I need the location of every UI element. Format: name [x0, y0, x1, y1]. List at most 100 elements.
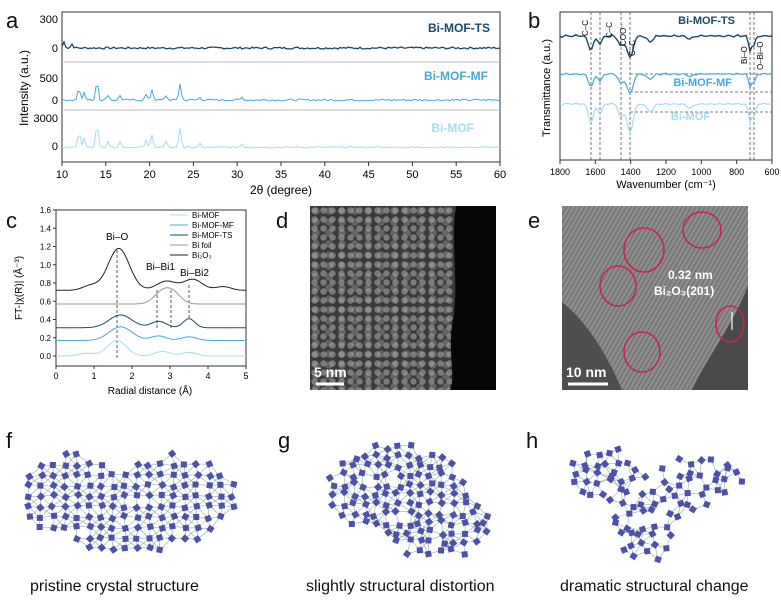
- stem-scale-label: 5 nm: [314, 364, 347, 380]
- ftir-legend-mf: Bi-MOF-MF: [673, 77, 732, 89]
- hrtem-image: 0.32 nm Bi₂O₃(201) 10 nm: [562, 206, 748, 390]
- xrd-ytick: 500: [40, 73, 58, 85]
- exafs-ytick-label: 0.6: [40, 297, 52, 306]
- exafs-xtick-label: 2: [129, 371, 134, 381]
- stem-image: 5 nm: [310, 206, 496, 390]
- xrd-legend-mof: Bi-MOF: [431, 121, 474, 135]
- exafs-xtick-group: 0 1 2 3 4 5: [53, 366, 249, 381]
- xrd-xtick-label: 20: [143, 169, 155, 181]
- ftir-annotation: O–Bi–O: [756, 42, 765, 70]
- exafs-ytick-label: 1.4: [40, 224, 52, 233]
- panel-label-a: a: [6, 8, 19, 33]
- ftir-xtick-group: 1800 1600 1400 1200 1000 800 600: [550, 160, 780, 177]
- exafs-ytick-label: 0.8: [40, 279, 52, 288]
- exafs-xtick-label: 0: [53, 371, 58, 381]
- ftir-series-mf: [559, 72, 773, 95]
- exafs-ytick-label: 0.4: [40, 316, 52, 325]
- exafs-series-mof: [56, 339, 246, 357]
- xrd-ytick: 3000: [34, 113, 58, 125]
- xrd-xtick-label: 60: [494, 169, 506, 181]
- panel-label-g: g: [278, 428, 291, 453]
- exafs-legend-item: Bi foil: [192, 241, 212, 250]
- structure-pristine: [24, 449, 238, 554]
- xrd-xtick-group: 10 15 20 25 30 35 40 45 50 55 60: [56, 162, 506, 181]
- xrd-ytick: 300: [40, 14, 58, 26]
- exafs-frame: [55, 209, 247, 367]
- exafs-xtick-label: 1: [91, 371, 96, 381]
- exafs-ytick-label: 0.2: [40, 334, 52, 343]
- caption-h: dramatic structural change: [560, 578, 749, 595]
- exafs-chart: FT-|χ(R)| (Å⁻³) Radial distance (Å) 0 1 2 3…: [12, 206, 249, 397]
- xrd-xtick-label: 40: [319, 169, 331, 181]
- panel-label-e: e: [528, 208, 541, 233]
- xrd-ytick: 0: [52, 141, 58, 153]
- structure-clusters: [569, 445, 746, 564]
- xrd-ylabel: Intensity (a.u.): [17, 50, 31, 126]
- exafs-xtick-label: 3: [167, 371, 172, 381]
- structure-distorted: [325, 441, 492, 559]
- exafs-annotation: Bi–O: [106, 232, 128, 243]
- ftir-legend-ts: Bi-MOF-TS: [678, 15, 735, 27]
- ftir-xtick-label: 1800: [550, 167, 570, 177]
- ftir-annotation: Bi–O: [740, 46, 749, 64]
- xrd-chart: 300 0 500 0 3000 0 Intensity (a.u.) 2θ (…: [17, 11, 506, 197]
- xrd-xlabel: 2θ (degree): [250, 183, 312, 197]
- structure-bonds: [27, 453, 235, 551]
- ftir-xtick-label: 1000: [691, 167, 711, 177]
- exafs-legend-item: Bi-MOF-MF: [192, 221, 234, 230]
- exafs-xlabel: Radial distance (Å): [108, 384, 192, 397]
- exafs-legend-item: Bi-MOF: [192, 211, 220, 220]
- panel-label-c: c: [6, 208, 17, 233]
- xrd-xtick-label: 30: [231, 169, 243, 181]
- xrd-xtick-label: 35: [275, 169, 287, 181]
- ftir-xtick-label: 1400: [621, 167, 641, 177]
- ftir-xtick-label: 1200: [656, 167, 676, 177]
- ftir-xtick-label: 600: [764, 167, 779, 177]
- panel-label-h: h: [526, 428, 539, 453]
- caption-g: slightly structural distortion: [306, 578, 495, 595]
- hrtem-highlight-circles: [599, 211, 745, 373]
- exafs-xtick-label: 5: [243, 371, 248, 381]
- structure-clusters: [24, 449, 238, 554]
- exafs-xtick-label: 4: [205, 371, 210, 381]
- ftir-xtick-label: 800: [729, 167, 744, 177]
- ftir-series-ts: [559, 33, 773, 59]
- stem-texture: [310, 206, 456, 390]
- xrd-series-ts: [61, 40, 501, 50]
- exafs-legend: Bi-MOF Bi-MOF-MF Bi-MOF-TS Bi foil Bi₂O₃: [170, 211, 234, 260]
- hrtem-scale-label: 10 nm: [566, 364, 607, 380]
- exafs-ylabel: FT-|χ(R)| (Å⁻³): [12, 256, 25, 320]
- xrd-xtick-label: 45: [362, 169, 374, 181]
- caption-f: pristine crystal structure: [30, 578, 199, 595]
- ftir-ylabel: Transmittance (a.u.): [541, 39, 553, 137]
- structure-collapsed: [569, 445, 746, 564]
- hrtem-texture: [562, 206, 748, 390]
- structure-clusters: [325, 441, 492, 559]
- ftir-annotation: C–C: [628, 40, 637, 56]
- xrd-xtick-label: 50: [406, 169, 418, 181]
- xrd-ytick: 0: [52, 43, 58, 55]
- exafs-ytick-group: 0.0 0.2 0.4 0.6 0.8 1.0 1.2 1.4 1.6: [40, 206, 56, 361]
- exafs-ytick-label: 1.2: [40, 243, 52, 252]
- ftir-annotation: C–C: [605, 22, 614, 38]
- exafs-series-foil: [56, 287, 246, 305]
- panel-label-f: f: [6, 428, 13, 453]
- ftir-series-mof: [559, 102, 773, 135]
- xrd-xtick-label: 15: [100, 169, 112, 181]
- ftir-annotation: COO⁻: [619, 24, 628, 46]
- xrd-ytick: 0: [52, 95, 58, 107]
- ftir-xtick-label: 1600: [585, 167, 605, 177]
- xrd-series-mf: [61, 84, 501, 102]
- exafs-legend-item: Bi₂O₃: [192, 251, 212, 260]
- hrtem-d-spacing: 0.32 nm: [668, 268, 713, 282]
- ftir-annotation: C–C: [581, 20, 590, 36]
- xrd-legend-mf: Bi-MOF-MF: [424, 69, 488, 83]
- ftir-legend-mof: Bi-MOF: [671, 111, 710, 123]
- hrtem-plane: Bi₂O₃(201): [654, 284, 715, 298]
- xrd-xtick-label: 55: [450, 169, 462, 181]
- exafs-ytick-label: 1.6: [40, 206, 52, 215]
- exafs-series-mf: [56, 326, 246, 341]
- exafs-legend-item: Bi-MOF-TS: [192, 231, 232, 240]
- exafs-annotation: Bi–Bi2: [180, 268, 209, 279]
- ftir-chart: Transmittance (a.u.) Wavenumber (cm⁻¹) 1…: [541, 11, 780, 191]
